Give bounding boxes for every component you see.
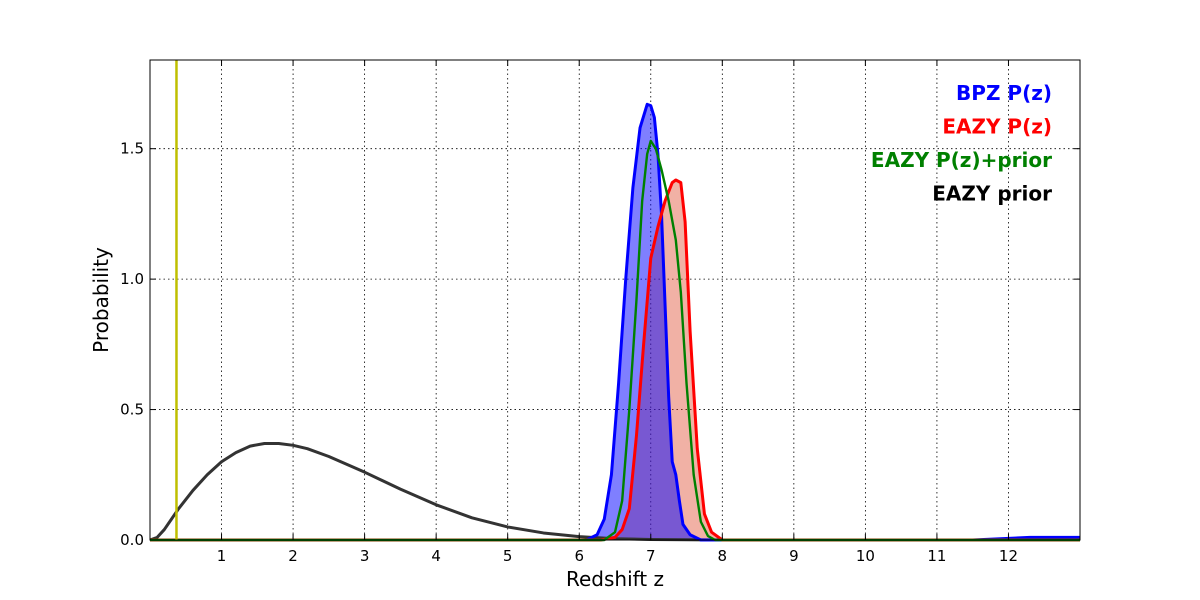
axis-ticks [150,60,1080,541]
x-tick-label: 5 [503,547,513,565]
y-tick-labels: 0.0 0.5 1.0 1.5 [120,140,144,549]
x-tick-label: 11 [927,547,946,565]
series-lines [149,102,1080,542]
legend-item-eazy-prior: EAZY prior [932,182,1052,206]
x-tick-label: 10 [856,547,875,565]
x-tick-labels: 1 2 3 4 5 6 7 8 9 10 11 12 [217,547,1018,565]
x-tick-label: 1 [217,547,227,565]
x-tick-label: 9 [789,547,799,565]
series-line-eazy-p-z-prior [150,139,1080,542]
y-tick-label: 1.5 [120,140,144,158]
legend: BPZ P(z) EAZY P(z) EAZY P(z)+prior EAZY … [871,81,1052,206]
y-axis-label: Probability [89,247,113,353]
series-fills [150,104,1080,540]
x-tick-label: 3 [360,547,370,565]
x-tick-label: 7 [646,547,656,565]
x-tick-label: 8 [718,547,728,565]
x-tick-label: 4 [431,547,441,565]
series-fill-bpz-p-z- [150,104,1080,540]
legend-item-eazy: EAZY P(z) [942,115,1052,139]
x-tick-label: 6 [574,547,584,565]
plot-frame [149,59,1081,541]
x-axis-label: Redshift z [566,567,664,591]
y-tick-label: 1.0 [120,270,144,288]
x-tick-label: 12 [999,547,1018,565]
legend-item-bpz: BPZ P(z) [956,81,1052,105]
x-tick-label: 2 [288,547,298,565]
series-line-eazy-p-z- [150,178,1080,542]
legend-item-eazy-prior-combined: EAZY P(z)+prior [871,148,1052,172]
series-line-eazy-prior [149,441,1080,542]
y-tick-label: 0.5 [120,401,144,419]
y-tick-label: 0.0 [120,531,144,549]
